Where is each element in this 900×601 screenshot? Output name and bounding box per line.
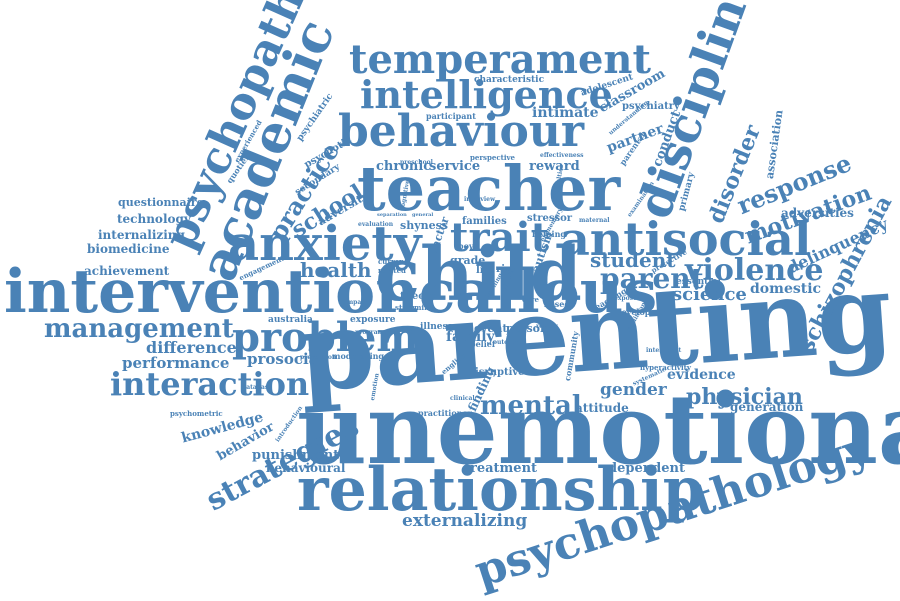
word-relationship: relationship (297, 455, 705, 525)
word-review: review (536, 323, 558, 330)
word-unemotional: unemotional (297, 373, 900, 486)
word-preschool: preschool (400, 159, 433, 166)
word-essential: essential (676, 277, 721, 287)
word-interaction: interaction (110, 365, 310, 403)
word-maternal: maternal (579, 217, 610, 224)
word-behavioural: behavioural (266, 461, 346, 475)
word-problem: problem (232, 314, 419, 361)
word-achievement: achievement (84, 264, 170, 278)
word-evidence: evidence (667, 367, 736, 383)
word-perspective: perspective (470, 153, 516, 162)
word-mental: mental (480, 391, 582, 421)
word-biomedicine: biomedicine (87, 242, 170, 256)
word-intimate: intimate (532, 105, 599, 121)
word-prevention: prevention (300, 354, 337, 361)
word-stressor: stressor (527, 213, 573, 224)
word-technology: technology (117, 212, 191, 226)
word-shyness: shyness (400, 219, 448, 232)
word-intelligent: intelligent (646, 347, 682, 354)
word-interventioncallous: interventioncallous (4, 257, 658, 327)
word-empathy: empathy (343, 299, 372, 306)
word-effectiveness: effectiveness (540, 152, 584, 159)
word-program: program (355, 329, 384, 336)
word-general: general (412, 212, 434, 218)
word-dependent: dependent (608, 461, 685, 476)
word-externalizing: externalizing (402, 511, 528, 531)
word-separation: separation (377, 212, 407, 218)
word-gender: gender (600, 380, 667, 400)
word-grade: grade (450, 254, 486, 267)
word-reward: reward (529, 159, 580, 174)
word-person: person (506, 322, 549, 335)
word-temperament: temperament (349, 36, 651, 83)
word-violence: violence (685, 253, 824, 288)
word-practitioner: practitioner (418, 408, 472, 418)
word-participant: participant (426, 111, 476, 121)
word-anxiety: anxiety (228, 216, 422, 272)
word-disruptive: disruptive (468, 367, 525, 378)
word-trait: trait (450, 214, 550, 261)
word-child: child (375, 232, 582, 318)
word-physician: physician (686, 384, 803, 410)
word-exposure: exposure (350, 315, 396, 325)
word-belief: belief (470, 339, 496, 349)
word-risk: risk (496, 264, 518, 275)
word-characteristic: characteristic (474, 75, 545, 85)
word-student: student (590, 248, 676, 272)
word-questionnaire: questionnaire (118, 196, 204, 209)
word-database: database (242, 384, 273, 391)
word-based: based (544, 299, 570, 309)
word-interview: interview (464, 196, 496, 203)
word-behaviour: behaviour (338, 106, 585, 157)
word-family: family (446, 329, 495, 345)
word-domestic: domestic (750, 281, 822, 297)
word-intelligence: intelligence (360, 72, 613, 117)
word-exposed: exposed (614, 295, 641, 302)
word-development: development (616, 307, 674, 317)
word-internalizing: internalizing (98, 228, 185, 242)
word-life: life (476, 265, 495, 276)
word-antisocial: antisocial (560, 212, 812, 266)
word-attitude: attitude (575, 401, 629, 415)
word-psychiatry: psychiatry (622, 101, 680, 112)
word-treatment: treatment (464, 461, 538, 476)
word-hyperactivity: hyperactivity (640, 363, 691, 372)
word-teacher: teacher (357, 152, 621, 225)
word-event: event (474, 322, 508, 335)
word-service: service (429, 159, 481, 174)
word-theory: theory (400, 291, 437, 302)
word-study: study (395, 303, 417, 312)
word-psychometric: psychometric (170, 409, 223, 418)
word-health: health (300, 258, 372, 282)
word-prosocial: prosocial (247, 350, 325, 368)
word-families: families (462, 216, 507, 227)
word-generation: generation (730, 400, 804, 414)
word-boy: boy (458, 241, 474, 251)
word-chronic: chronic (376, 159, 432, 174)
word-clinical: clinical (450, 395, 475, 402)
word-difference: difference (146, 338, 237, 357)
word-mind: mind (414, 303, 435, 312)
word-illness: illness (420, 322, 453, 332)
word-related: related (378, 266, 406, 275)
word-helping: helping (532, 229, 566, 239)
word-moderating: moderating (332, 351, 385, 361)
word-association: association (763, 109, 786, 180)
word-outcome: outcome (493, 339, 522, 346)
word-adversities: adversities (781, 206, 854, 220)
word-parent: parent (600, 262, 704, 295)
word-australia: australia (268, 315, 313, 325)
word-management: management (44, 314, 234, 344)
word-evaluation: evaluation (358, 221, 394, 228)
word-punishment: punishment (252, 448, 340, 463)
word-care: care (522, 295, 539, 304)
word-science: science (672, 284, 747, 305)
word-performance: performance (122, 354, 230, 372)
word-current: current (378, 257, 408, 266)
